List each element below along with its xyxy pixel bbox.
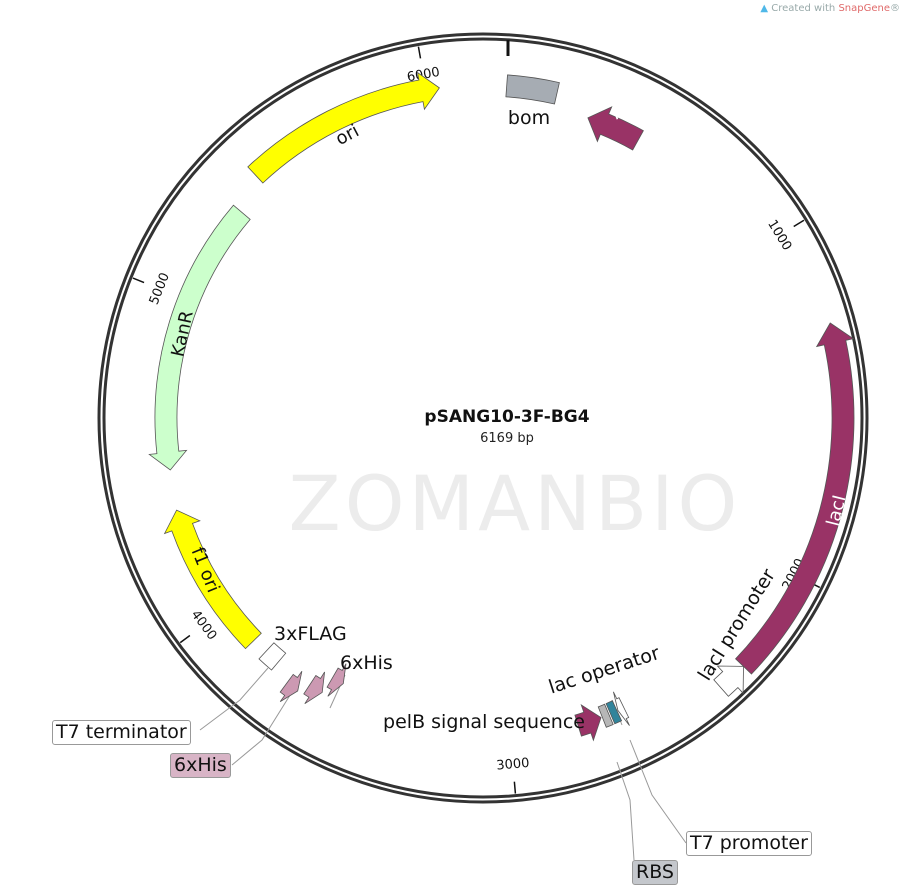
tick-6000 (417, 46, 422, 59)
plasmid-name: pSANG10-3F-BG4 (424, 407, 589, 427)
feature-lac-operator[interactable] (605, 700, 623, 725)
feature-6xHis-a[interactable] (326, 663, 347, 697)
feature-ori[interactable] (247, 71, 440, 184)
tick-1000 (793, 219, 805, 228)
feature-bom[interactable] (505, 74, 560, 105)
tick-label-1000: 1000 (764, 217, 794, 253)
feature-pelB[interactable] (574, 703, 602, 742)
t7-terminator-callout: T7 terminator (52, 720, 191, 745)
leader-lines (199, 667, 687, 861)
feature-3xFLAG[interactable] (303, 671, 325, 705)
tick-4000 (179, 634, 191, 644)
feature-rop[interactable] (587, 106, 644, 151)
bom-label: bom (508, 107, 550, 129)
6xhis-label: 6xHis (340, 652, 393, 674)
snapgene-watermark: ▲ Created with SnapGene® (760, 3, 900, 14)
feature-KanR[interactable] (148, 204, 251, 471)
t7-promoter-callout: T7 promoter (686, 831, 812, 856)
6xhis-callout: 6xHis (170, 753, 231, 778)
tick-5000 (132, 277, 145, 284)
features (148, 71, 855, 742)
feature-t7-promoter[interactable] (613, 691, 630, 726)
backbone-inner (102, 37, 864, 799)
feature-lacI-promoter[interactable] (713, 665, 744, 697)
feature-lacI[interactable] (735, 322, 855, 675)
tick-label-4000: 4000 (188, 608, 220, 644)
lac-operator-label: lac operator (546, 642, 662, 699)
plasmid-length: 6169 bp (480, 431, 534, 446)
feature-t7-terminator[interactable] (258, 642, 287, 671)
3xflag-label: 3xFLAG (274, 623, 347, 645)
tick-label-6000: 6000 (406, 65, 441, 85)
tick-label-5000: 5000 (147, 271, 173, 307)
pelb-label: pelB signal sequence (383, 711, 585, 733)
background-watermark: ZOMANBIO (289, 459, 742, 548)
feature-6xHis-b[interactable] (279, 670, 303, 702)
backbone-outer (97, 32, 869, 804)
tick-label-3000: 3000 (496, 756, 530, 774)
feature-rbs[interactable] (597, 703, 614, 728)
snapgene-logo-icon: ▲ (760, 3, 769, 14)
tick-3000 (513, 781, 517, 794)
rbs-callout: RBS (632, 860, 678, 885)
feature-f1-ori[interactable] (163, 509, 262, 650)
rop-label: rop (610, 95, 645, 125)
